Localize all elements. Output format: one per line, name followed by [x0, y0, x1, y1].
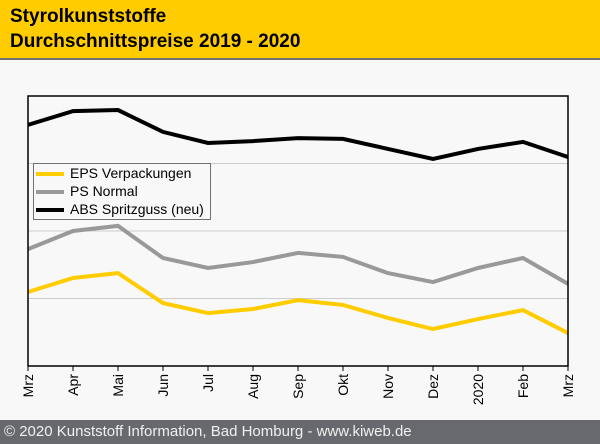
x-tick-label: Sep: [290, 374, 306, 399]
chart-legend: EPS Verpackungen PS Normal ABS Spritzgus…: [33, 163, 211, 220]
x-tick-label: Mai: [110, 374, 126, 397]
x-tick-label: Dez: [425, 374, 441, 399]
chart-header: Styrolkunststoffe Durchschnittspreise 20…: [0, 0, 600, 60]
legend-swatch-abs: [36, 208, 64, 212]
x-tick-label: Feb: [515, 374, 531, 398]
series-line-eps-verpackungen: [27, 271, 569, 335]
x-tick-label: 2020: [470, 374, 486, 405]
x-tick-label: Aug: [245, 374, 261, 399]
copyright-text: © 2020 Kunststoff Information, Bad Hombu…: [4, 423, 412, 440]
x-tick-label: Mrz: [20, 374, 36, 397]
copyright-footer: © 2020 Kunststoff Information, Bad Hombu…: [0, 420, 600, 444]
legend-item-ps: PS Normal: [36, 182, 211, 201]
series-line-abs-spritzguss-neu: [27, 108, 569, 161]
x-tick-label: Nov: [380, 374, 396, 399]
x-tick-label: Okt: [335, 374, 351, 396]
series-lines: [27, 108, 569, 335]
legend-item-abs: ABS Spritzguss (neu): [36, 200, 211, 219]
x-tick-label: Jun: [155, 374, 171, 397]
series-line-ps-normal: [27, 223, 569, 286]
x-tick-label: Mrz: [560, 374, 576, 397]
legend-item-eps: EPS Verpackungen: [36, 164, 211, 183]
chart-subtitle: Durchschnittspreise 2019 - 2020: [10, 31, 301, 52]
x-axis-ticks: Mrz Apr Mai Jun Jul Aug Sep Okt Nov Dez 2020 Feb Mrz: [20, 366, 576, 405]
legend-swatch-ps: [36, 190, 64, 194]
legend-label-eps: EPS Verpackungen: [70, 165, 192, 181]
chart-title: Styrolkunststoffe: [10, 6, 167, 27]
x-tick-label: Jul: [200, 374, 216, 392]
x-tick-label: Apr: [65, 374, 81, 396]
legend-swatch-eps: [36, 172, 64, 176]
legend-label-ps: PS Normal: [70, 183, 138, 199]
legend-label-abs: ABS Spritzguss (neu): [70, 201, 204, 217]
